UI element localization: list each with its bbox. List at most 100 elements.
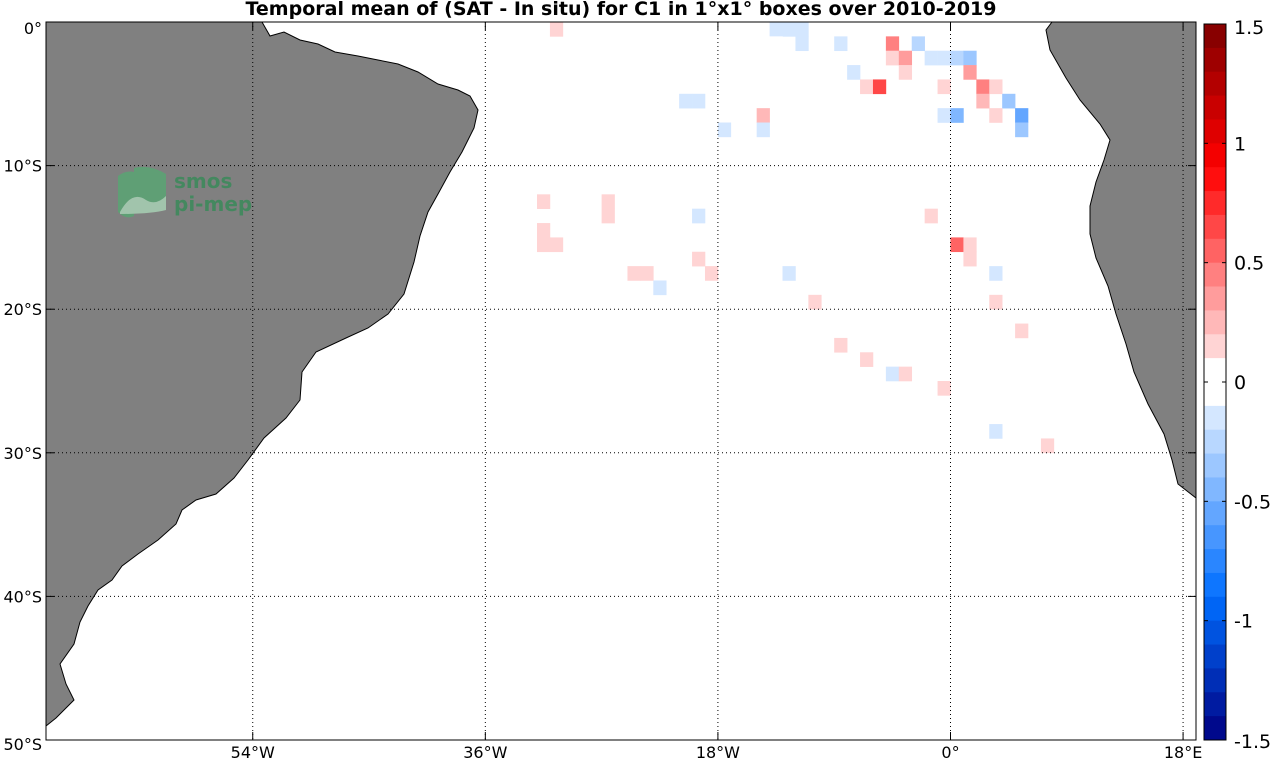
anomaly-cell	[640, 266, 654, 281]
anomaly-cell	[743, 65, 757, 80]
anomaly-cell	[885, 36, 900, 52]
smos-pi-mep-logo: smos pi-mep	[118, 166, 252, 218]
anomaly-cell	[743, 50, 757, 66]
colorbar-swatch	[1204, 405, 1226, 431]
lat-tick-label: 0°	[24, 19, 42, 38]
anomaly-cell	[1002, 93, 1016, 109]
anomaly-cell	[717, 65, 732, 80]
colorbar-swatch	[1204, 596, 1226, 622]
anomaly-cell	[756, 22, 770, 37]
anomaly-cells	[537, 22, 1055, 454]
anomaly-cell	[640, 22, 654, 37]
anomaly-cell	[704, 266, 719, 281]
anomaly-cell	[924, 208, 938, 224]
anomaly-cell	[679, 93, 693, 109]
anomaly-cell	[937, 79, 951, 95]
colorbar-swatch	[1204, 477, 1226, 502]
colorbar-swatch	[1204, 382, 1226, 407]
anomaly-cell	[601, 194, 615, 209]
colorbar-swatch	[1204, 429, 1226, 454]
anomaly-cell	[549, 237, 564, 253]
anomaly-cell	[795, 36, 809, 52]
colorbar-swatch	[1204, 47, 1226, 73]
anomaly-cell	[601, 208, 615, 224]
anomaly-cell	[627, 266, 641, 281]
colorbar-swatch	[1204, 119, 1226, 144]
colorbar-swatch	[1204, 191, 1226, 216]
anomaly-cell	[989, 108, 1003, 123]
anomaly-cell	[976, 93, 990, 109]
anomaly-cell	[963, 65, 977, 80]
anomaly-cell	[549, 22, 564, 37]
anomaly-cell	[808, 108, 822, 123]
colorbar-swatch	[1204, 95, 1226, 120]
anomaly-cell	[730, 36, 745, 52]
colorbar-swatch	[1204, 668, 1226, 693]
lon-tick-label: 18°W	[696, 743, 740, 762]
logo-wave-icon-light	[120, 196, 166, 214]
anomaly-cell	[976, 79, 990, 95]
anomaly-cell	[963, 50, 977, 66]
anomaly-cell	[692, 93, 706, 109]
colorbar-tick-label: -1	[1234, 611, 1253, 633]
colorbar-tick-label: -1.5	[1234, 731, 1271, 753]
longitude-labels: 54°W 36°W 18°W 0° 18°E	[231, 743, 1203, 762]
anomaly-cell	[717, 50, 732, 66]
lon-tick-label: 54°W	[231, 743, 275, 762]
colorbar-swatch	[1204, 501, 1226, 526]
anomaly-cell	[1015, 122, 1029, 138]
colorbar-labels: 1.5 1 0.5 0 -0.5 -1 -1.5	[1204, 17, 1271, 753]
colorbar-swatch	[1204, 453, 1226, 478]
colorbar-swatch	[1204, 358, 1226, 383]
anomaly-cell	[692, 208, 706, 224]
colorbar-swatch	[1204, 716, 1226, 741]
anomaly-cell	[963, 251, 977, 267]
lat-tick-label: 30°S	[3, 444, 42, 463]
anomaly-cell	[898, 50, 913, 66]
plot-frame	[45, 21, 1197, 741]
colorbar-swatch	[1204, 167, 1226, 192]
anomaly-cell	[898, 65, 913, 80]
anomaly-cell	[679, 50, 693, 66]
anomaly-cell	[989, 79, 1003, 95]
colorbar-swatch	[1204, 286, 1226, 311]
anomaly-cell	[860, 79, 874, 95]
colorbar-tick-label: 0	[1234, 372, 1246, 394]
anomaly-cell	[717, 122, 732, 138]
anomaly-cell	[834, 337, 848, 353]
colorbar-tick-label: 1.5	[1234, 17, 1264, 39]
anomaly-cell	[756, 50, 770, 66]
logo-text-smos: smos	[174, 169, 232, 193]
anomaly-cell	[989, 266, 1003, 281]
anomaly-cell	[756, 122, 770, 138]
anomaly-cell	[834, 36, 848, 52]
lon-tick-label: 36°W	[463, 743, 507, 762]
colorbar-swatch	[1204, 644, 1226, 669]
anomaly-cell	[679, 36, 693, 52]
anomaly-cell	[730, 65, 745, 80]
lat-tick-label: 20°S	[3, 300, 42, 319]
anomaly-cell	[898, 366, 913, 382]
anomaly-cell	[666, 22, 680, 37]
lon-tick-label: 0°	[941, 743, 959, 762]
anomaly-cell	[989, 294, 1003, 310]
colorbar-swatch	[1204, 525, 1226, 550]
anomaly-cell	[847, 65, 861, 80]
anomaly-cell	[937, 381, 951, 396]
colorbar-swatch	[1204, 549, 1226, 574]
anomaly-cell	[795, 22, 809, 37]
colorbar-tick-label: -0.5	[1234, 491, 1271, 513]
colorbar-swatch	[1204, 238, 1226, 264]
latitude-labels: 0° 10°S 20°S 30°S 40°S 50°S	[3, 19, 42, 754]
colorbar-tick-label: 1	[1234, 133, 1246, 155]
anomaly-cell	[963, 237, 977, 253]
anomaly-cell	[769, 36, 783, 52]
anomaly-cell	[885, 366, 900, 382]
anomaly-cell	[1015, 323, 1029, 339]
colorbar-swatch	[1204, 214, 1226, 240]
anomaly-cell	[537, 237, 551, 253]
anomaly-cell	[537, 223, 551, 238]
colorbar-swatch	[1204, 143, 1226, 168]
anomaly-cell	[950, 108, 964, 123]
